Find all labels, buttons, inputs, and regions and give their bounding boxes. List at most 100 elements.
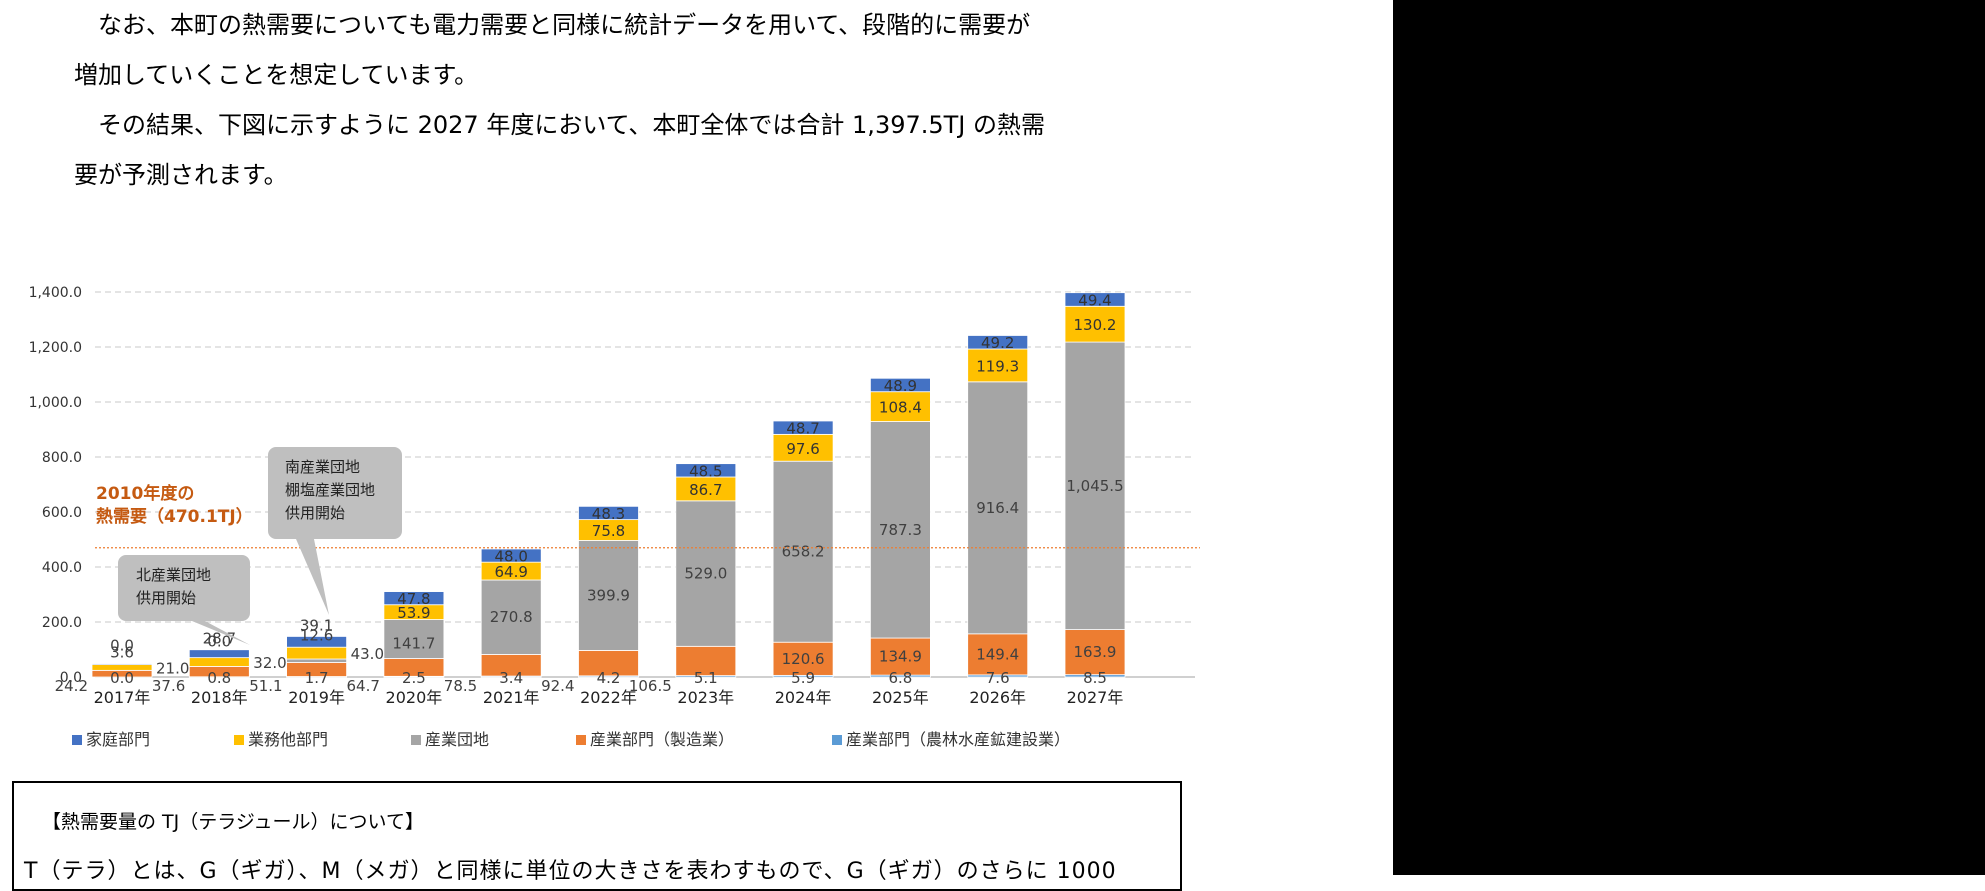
paragraph-line: 増加していくことを想定しています。 xyxy=(74,50,1214,100)
legend-swatch xyxy=(72,735,82,745)
data-label: 3.6 xyxy=(110,644,134,662)
x-tick-label: 2027年 xyxy=(1067,688,1124,707)
y-tick-label: 1,000.0 xyxy=(29,395,82,411)
data-label: 270.8 xyxy=(490,608,533,626)
paragraph-line: 要が予測されます。 xyxy=(74,150,1214,200)
legend-swatch xyxy=(576,735,586,745)
x-tick-label: 2025年 xyxy=(872,688,929,707)
reference-label: 2010年度の xyxy=(96,483,194,504)
data-label: 48.3 xyxy=(592,505,625,523)
data-label: 108.4 xyxy=(879,399,922,417)
y-tick-label: 800.0 xyxy=(42,450,82,466)
callout-text: 北産業団地 xyxy=(136,566,211,584)
legend-label: 産業部門（農林水産鉱建設業） xyxy=(846,730,1070,749)
y-tick-label: 1,400.0 xyxy=(29,285,82,301)
legend-label: 産業団地 xyxy=(425,730,489,749)
data-label: 39.1 xyxy=(300,616,333,634)
data-label: 97.6 xyxy=(786,440,819,458)
callout-text: 供用開始 xyxy=(136,589,196,607)
callout-text: 南産業団地 xyxy=(285,458,360,476)
legend-swatch xyxy=(411,735,421,745)
data-label: 49.4 xyxy=(1078,291,1111,309)
bar-segment xyxy=(189,658,249,667)
data-label: 0.0 xyxy=(110,669,134,687)
data-label: 916.4 xyxy=(976,499,1019,517)
data-label: 86.7 xyxy=(689,481,722,499)
data-label: 75.8 xyxy=(592,522,625,540)
data-label: 64.7 xyxy=(346,677,379,695)
y-tick-label: 600.0 xyxy=(42,505,82,521)
data-label: 48.7 xyxy=(786,420,819,438)
x-tick-label: 2018年 xyxy=(191,688,248,707)
data-label: 92.4 xyxy=(541,677,574,695)
y-tick-label: 400.0 xyxy=(42,560,82,576)
paragraph-line: なお、本町の熱需要についても電力需要と同様に統計データを用いて、段階的に需要が xyxy=(74,0,1214,50)
data-label: 130.2 xyxy=(1074,316,1117,334)
data-label: 658.2 xyxy=(782,543,825,561)
x-tick-label: 2026年 xyxy=(969,688,1026,707)
data-label: 119.3 xyxy=(976,357,1019,375)
data-label: 32.0 xyxy=(253,654,286,672)
data-label: 43.0 xyxy=(351,645,384,663)
x-tick-label: 2023年 xyxy=(677,688,734,707)
heat-demand-stacked-bar-chart: 0.0 200.0 400.0 600.0 800.0 1,000.0 1,200.0 1,4… xyxy=(0,270,1200,770)
y-tick-label: 200.0 xyxy=(42,615,82,631)
data-label: 78.5 xyxy=(444,677,477,695)
legend-label: 業務他部門 xyxy=(248,730,328,749)
data-label: 6.8 xyxy=(888,669,912,687)
data-label: 48.0 xyxy=(494,548,527,566)
data-label: 1.7 xyxy=(305,669,329,687)
data-label: 37.6 xyxy=(152,677,185,695)
legend-label: 家庭部門 xyxy=(86,730,150,749)
paragraph-heat-demand-assumption: なお、本町の熱需要についても電力需要と同様に統計データを用いて、段階的に需要が … xyxy=(74,0,1214,100)
data-label: 4.2 xyxy=(597,669,621,687)
note-title: 【熱需要量の TJ（テラジュール）について】 xyxy=(42,807,424,834)
data-label: 8.5 xyxy=(1083,669,1107,687)
data-label: 51.1 xyxy=(249,677,282,695)
x-tick-label: 2017年 xyxy=(94,688,151,707)
x-tick-label: 2024年 xyxy=(775,688,832,707)
data-label: 1,045.5 xyxy=(1066,477,1123,495)
data-label: 5.9 xyxy=(791,669,815,687)
data-label: 48.5 xyxy=(689,462,722,480)
data-label: 64.9 xyxy=(494,563,527,581)
data-label: 529.0 xyxy=(684,565,727,583)
data-label: 21.0 xyxy=(156,659,189,677)
paragraph-line: その結果、下図に示すように 2027 年度において、本町全体では合計 1,397… xyxy=(74,100,1214,150)
data-label: 7.6 xyxy=(986,669,1010,687)
bar-segment xyxy=(287,647,347,659)
reference-label: 熱需要（470.1TJ） xyxy=(96,506,253,527)
data-label: 399.9 xyxy=(587,586,630,604)
data-label: 3.4 xyxy=(499,669,523,687)
data-label: 24.2 xyxy=(55,677,88,695)
data-label: 134.9 xyxy=(879,648,922,666)
data-label: 106.5 xyxy=(629,677,672,695)
bar-segment xyxy=(92,664,152,665)
data-label: 120.6 xyxy=(782,650,825,668)
x-tick-label: 2019年 xyxy=(288,688,345,707)
callout-text: 供用開始 xyxy=(285,504,345,522)
data-label: 141.7 xyxy=(392,635,435,653)
data-label: 28.7 xyxy=(203,630,236,648)
y-tick-label: 1,200.0 xyxy=(29,340,82,356)
bar-segment xyxy=(189,650,249,658)
legend-swatch xyxy=(832,735,842,745)
data-label: 48.9 xyxy=(884,377,917,395)
data-label: 5.1 xyxy=(694,669,718,687)
data-label: 0.8 xyxy=(207,669,231,687)
callout-text: 棚塩産業団地 xyxy=(285,481,375,499)
legend-swatch xyxy=(234,735,244,745)
data-label: 149.4 xyxy=(976,645,1019,663)
data-label: 2.5 xyxy=(402,669,426,687)
black-panel xyxy=(1393,0,1985,875)
paragraph-forecast-result: その結果、下図に示すように 2027 年度において、本町全体では合計 1,397… xyxy=(74,100,1214,200)
note-body: T（テラ）とは、G（ギガ）、M（メガ）と同様に単位の大きさを表わすもので、G（ギ… xyxy=(24,853,1117,885)
x-tick-label: 2021年 xyxy=(483,688,540,707)
data-label: 47.8 xyxy=(397,590,430,608)
data-label: 163.9 xyxy=(1074,643,1117,661)
x-tick-label: 2020年 xyxy=(386,688,443,707)
bar-segment xyxy=(287,659,347,662)
data-label: 49.2 xyxy=(981,334,1014,352)
data-label: 787.3 xyxy=(879,521,922,539)
legend-label: 産業部門（製造業） xyxy=(590,730,734,749)
